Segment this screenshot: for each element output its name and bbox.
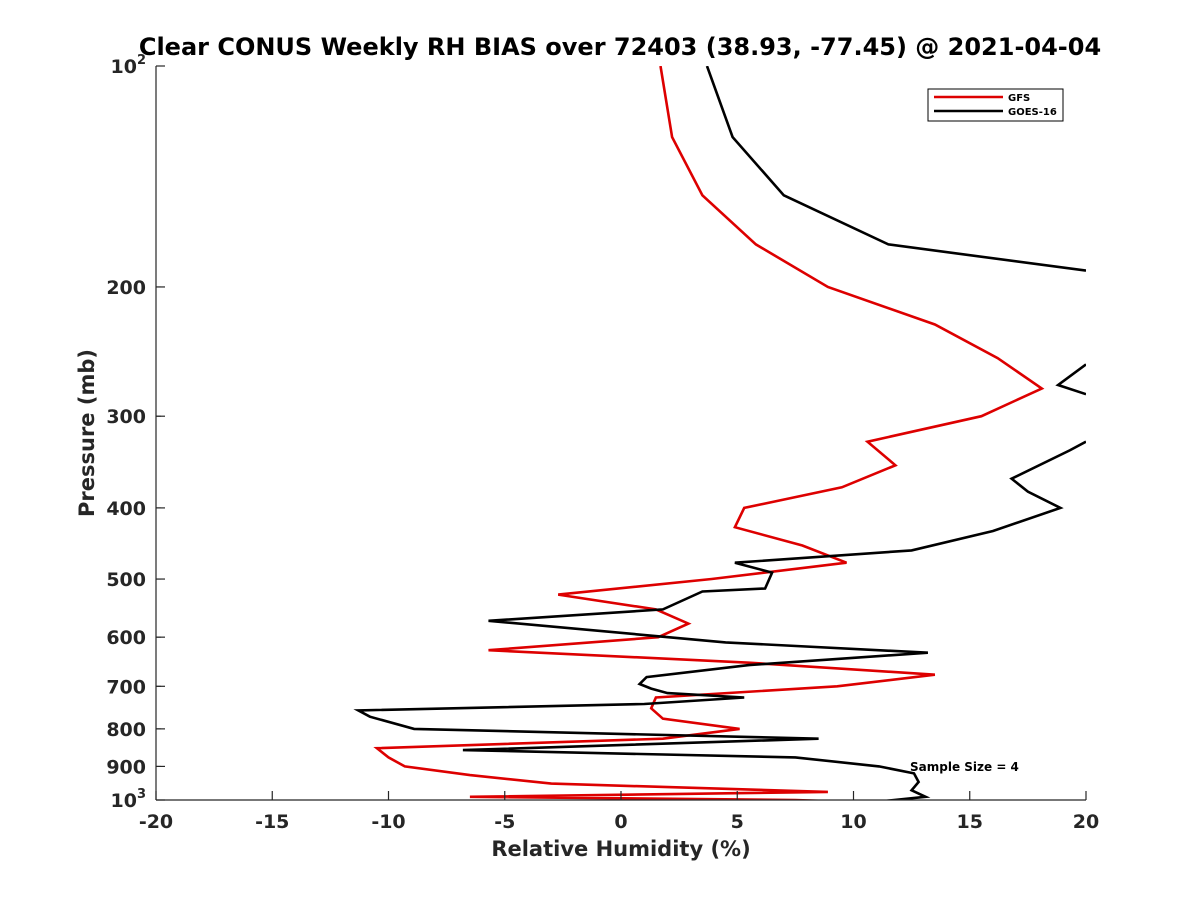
series-line-goes16-0	[705, 66, 1086, 272]
y-tick-label: 800	[106, 719, 146, 741]
x-tick-label: -10	[371, 811, 405, 833]
x-tick-label: 15	[957, 811, 983, 833]
y-tick-label: 700	[106, 676, 146, 698]
y-tick-label: 200	[106, 277, 146, 299]
y-axis-label: Pressure (mb)	[75, 349, 99, 517]
x-axis-label: Relative Humidity (%)	[491, 837, 750, 861]
x-tick-label: 5	[731, 811, 744, 833]
legend-box	[927, 88, 1064, 122]
y-tick-label: 300	[106, 406, 146, 428]
x-tick-label: 20	[1073, 811, 1099, 833]
series-line-goes16-1	[1055, 363, 1086, 396]
y-tick-label: 400	[106, 498, 146, 520]
x-tick-label: 10	[840, 811, 866, 833]
chart-title: Clear CONUS Weekly RH BIAS over 72403 (3…	[139, 33, 1101, 61]
series-line-gfs-0	[373, 66, 1045, 800]
y-tick-label: 103	[111, 787, 147, 812]
x-tick-label: -15	[255, 811, 289, 833]
y-tick-label: 600	[106, 627, 146, 649]
x-tick-label: -20	[139, 811, 173, 833]
x-ticks: -20 -15 -10 -5 0 5 10 15 20	[139, 791, 1099, 833]
y-tick-label: 102	[111, 53, 147, 78]
series-line-goes16-2	[353, 440, 1086, 800]
legend: GFS GOES-16	[927, 88, 1064, 122]
x-tick-label: 0	[614, 811, 627, 833]
y-tick-label: 500	[106, 569, 146, 591]
series-layer	[353, 66, 1086, 800]
sample-size-annotation: Sample Size = 4	[910, 760, 1019, 774]
x-tick-label: -5	[494, 811, 515, 833]
y-ticks: 102 200 300 400 500 600 700 800 900 103	[106, 53, 165, 812]
legend-label-gfs: GFS	[1008, 93, 1030, 104]
y-tick-label: 900	[106, 756, 146, 778]
legend-label-goes16: GOES-16	[1008, 107, 1057, 118]
